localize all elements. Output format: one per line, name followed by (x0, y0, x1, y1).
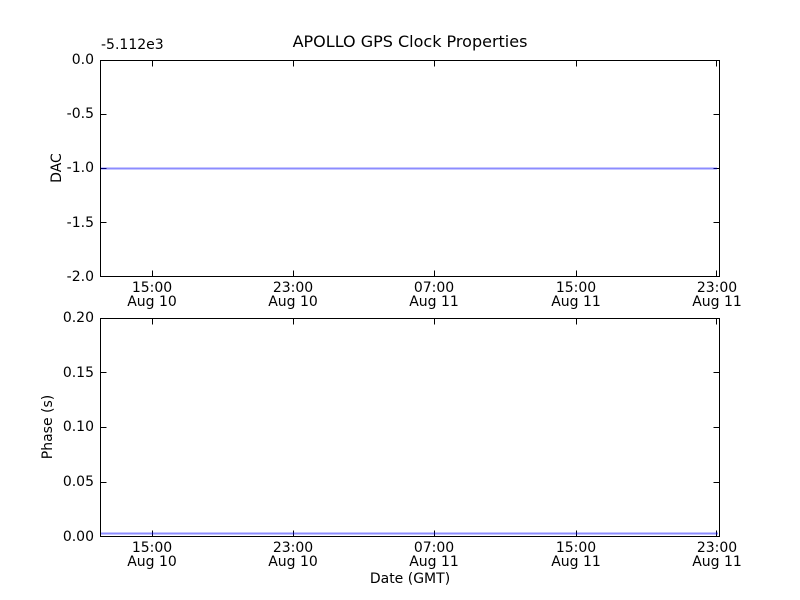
x-tick-date: Aug 11 (692, 554, 742, 570)
x-tick-label: 15:00 Aug 10 (127, 281, 177, 309)
x-tick-label: 23:00 Aug 11 (692, 281, 742, 309)
x-tick-label: 23:00 Aug 10 (268, 541, 318, 569)
axes-frame (100, 318, 720, 537)
x-tick-date: Aug 11 (692, 294, 742, 310)
x-tick-time: 23:00 (696, 540, 738, 556)
x-tick-date: Aug 10 (268, 294, 318, 310)
x-tick-date: Aug 11 (409, 294, 459, 310)
y-tick-label: 0.05 (62, 474, 94, 490)
y-tick-label: 0.10 (62, 419, 94, 435)
chart-title: APOLLO GPS Clock Properties (292, 32, 528, 51)
x-tick-label: 07:00 Aug 11 (409, 541, 459, 569)
x-tick-marks-top (152, 60, 717, 67)
y-tick-label: -0.5 (66, 106, 94, 122)
x-tick-marks-bottom (152, 530, 717, 537)
y-tick-label: 0.15 (62, 365, 94, 381)
x-tick-date: Aug 10 (127, 554, 177, 570)
y-tick-label: 0.20 (62, 310, 94, 326)
x-tick-time: 23:00 (272, 280, 314, 296)
x-tick-time: 15:00 (555, 280, 597, 296)
subplot-dac (100, 60, 720, 277)
y-tick-label: -1.5 (66, 215, 94, 231)
x-tick-time: 15:00 (555, 540, 597, 556)
x-axis-label: Date (GMT) (369, 571, 451, 587)
y-tick-marks-right (713, 318, 720, 537)
x-tick-marks-bottom (152, 270, 717, 277)
x-tick-date: Aug 11 (551, 294, 601, 310)
x-tick-time: 15:00 (131, 280, 173, 296)
x-tick-date: Aug 10 (268, 554, 318, 570)
x-tick-label: 15:00 Aug 11 (551, 281, 601, 309)
y-tick-label: 0.00 (62, 529, 94, 545)
x-tick-label: 15:00 Aug 11 (551, 541, 601, 569)
x-tick-time: 23:00 (696, 280, 738, 296)
x-tick-date: Aug 11 (409, 554, 459, 570)
y-tick-label: -2.0 (66, 269, 94, 285)
x-tick-label: 23:00 Aug 11 (692, 541, 742, 569)
x-tick-time: 07:00 (413, 540, 455, 556)
y-tick-label: 0.0 (71, 52, 94, 68)
x-tick-marks-top (152, 318, 717, 325)
y-tick-marks-left (100, 60, 107, 277)
x-tick-time: 07:00 (413, 280, 455, 296)
x-tick-label: 15:00 Aug 10 (127, 541, 177, 569)
y-axis-offset-label: -5.112e3 (101, 37, 164, 53)
x-tick-time: 23:00 (272, 540, 314, 556)
x-tick-date: Aug 10 (127, 294, 177, 310)
x-tick-label: 23:00 Aug 10 (268, 281, 318, 309)
subplot-phase-plot-area (100, 318, 720, 537)
x-tick-time: 15:00 (131, 540, 173, 556)
y-tick-marks-left (100, 318, 107, 537)
x-tick-date: Aug 11 (551, 554, 601, 570)
subplot-dac-plot-area (100, 60, 720, 277)
y-tick-marks-right (713, 60, 720, 277)
y-tick-label: -1.0 (66, 160, 94, 176)
x-tick-label: 07:00 Aug 11 (409, 281, 459, 309)
subplot-phase (100, 318, 720, 537)
